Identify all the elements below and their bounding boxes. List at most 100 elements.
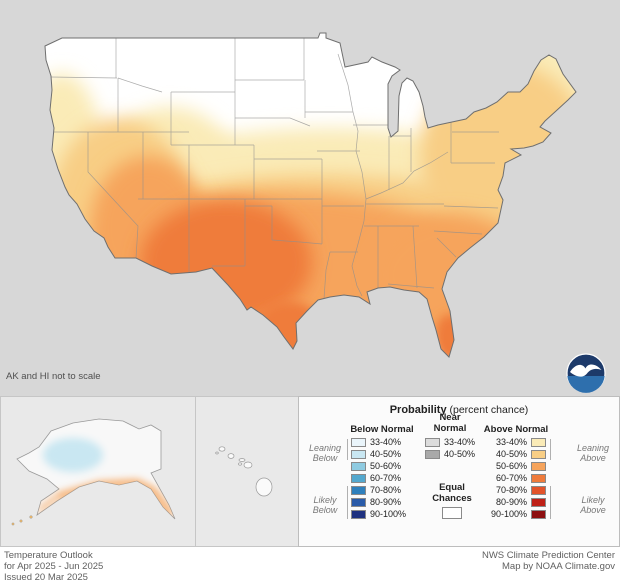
legend-row: 40-50% xyxy=(351,450,406,459)
legend-column-above: 33-40% 40-50% 50-60% 60-70% 70-80% 80-90% 90-1… xyxy=(487,438,546,522)
legend-swatch-label: 33-40% xyxy=(444,437,476,447)
legend-row: 80-90% xyxy=(487,498,546,507)
footer-left: Temperature Outlook for Apr 2025 - Jun 2… xyxy=(4,550,103,583)
legend-swatch-label: 80-90% xyxy=(495,497,527,507)
legend-swatch xyxy=(351,450,366,459)
conus-map xyxy=(0,0,620,396)
legend-row: 60-70% xyxy=(351,474,406,483)
legend-swatch xyxy=(425,450,440,459)
footer-credit: Map by NOAA Climate.gov xyxy=(502,561,615,572)
shading-blob xyxy=(43,438,103,472)
aleutian-islands xyxy=(11,515,33,526)
legend-row: 70-80% xyxy=(487,486,546,495)
legend-header-near-line1: Near xyxy=(439,412,461,423)
legend-title-main: Probability xyxy=(389,404,447,416)
legend-swatch xyxy=(351,474,366,483)
legend-swatch xyxy=(531,486,546,495)
legend-equal-chances: Equal Chances xyxy=(421,482,483,524)
legend-swatch-label: 90-100% xyxy=(490,509,527,519)
legend-swatch-label: 40-50% xyxy=(444,449,476,459)
hawaii-island xyxy=(255,477,273,497)
legend-row: 40-50% xyxy=(425,450,475,459)
legend-row: 33-40% xyxy=(425,438,475,447)
shading-blob xyxy=(37,495,59,513)
legend-row: 90-100% xyxy=(351,510,406,519)
legend-bracket xyxy=(550,439,551,460)
hawaii-inset-map xyxy=(215,446,273,497)
hawaii-island xyxy=(218,446,226,452)
hawaii-island xyxy=(238,458,246,462)
hawaii-island xyxy=(238,462,242,466)
legend-swatch xyxy=(531,474,546,483)
alaska-inset-panel xyxy=(0,396,196,547)
noaa-logo xyxy=(566,353,606,393)
legend-row: 60-70% xyxy=(487,474,546,483)
legend-row: 50-60% xyxy=(351,462,406,471)
legend-bracket xyxy=(347,439,348,460)
legend-header-near: Near Normal xyxy=(419,412,481,434)
legend-swatch xyxy=(351,486,366,495)
legend-swatch-label: 60-70% xyxy=(495,473,527,483)
legend-header-near-line2: Normal xyxy=(433,422,467,434)
equal-chances-swatch xyxy=(442,507,462,519)
legend-row: 90-100% xyxy=(487,510,546,519)
legend-leaning-below-label: Leaning Below xyxy=(308,443,342,463)
equal-chances-label-line1: Equal xyxy=(439,482,465,493)
legend-row: 33-40% xyxy=(487,438,546,447)
legend-title: Probability (percent chance) xyxy=(299,404,619,416)
legend-swatch-label: 50-60% xyxy=(495,461,527,471)
legend-row: 70-80% xyxy=(351,486,406,495)
legend-title-suffix: (percent chance) xyxy=(449,404,529,416)
main-map-panel: AK and HI not to scale xyxy=(0,0,620,396)
legend-swatch xyxy=(531,510,546,519)
legend-swatch xyxy=(531,450,546,459)
legend-likely-above-label: Likely Above xyxy=(580,495,606,515)
noaa-logo-icon xyxy=(566,353,606,393)
legend-swatch-label: 70-80% xyxy=(495,485,527,495)
legend-swatch-label: 70-80% xyxy=(370,485,402,495)
legend-swatch xyxy=(531,498,546,507)
legend-row: 40-50% xyxy=(487,450,546,459)
hawaii-island xyxy=(215,451,219,455)
footer-period: for Apr 2025 - Jun 2025 xyxy=(4,561,104,572)
footer-title: Temperature Outlook xyxy=(4,550,93,561)
hawaii-island xyxy=(227,453,235,459)
footer-issued-date: Issued 20 Mar 2025 xyxy=(4,572,88,583)
legend-row: 50-60% xyxy=(487,462,546,471)
hawaii-island xyxy=(243,461,253,469)
legend-swatch xyxy=(351,462,366,471)
legend-column-below: 33-40% 40-50% 50-60% 60-70% 70-80% 80-90% 90-1… xyxy=(351,438,406,522)
state-borders xyxy=(48,38,499,300)
legend-swatch xyxy=(531,438,546,447)
legend-swatch xyxy=(351,510,366,519)
legend-swatch-label: 40-50% xyxy=(370,449,402,459)
equal-chances-label-line2: Chances xyxy=(432,492,472,504)
legend-swatch xyxy=(351,438,366,447)
legend-swatch-label: 40-50% xyxy=(495,449,527,459)
legend-swatch-label: 90-100% xyxy=(370,509,407,519)
map-note: AK and HI not to scale xyxy=(6,371,101,382)
legend-panel: Probability (percent chance) Below Norma… xyxy=(298,396,620,547)
legend-swatch xyxy=(425,438,440,447)
alaska-inset-map xyxy=(11,418,176,526)
alaska-landmass xyxy=(16,418,176,520)
legend-header-below: Below Normal xyxy=(350,424,414,435)
legend-header-above: Above Normal xyxy=(483,424,549,435)
legend-row: 33-40% xyxy=(351,438,406,447)
legend-swatch-label: 33-40% xyxy=(495,437,527,447)
footer: Temperature Outlook for Apr 2025 - Jun 2… xyxy=(0,547,620,585)
legend-swatch xyxy=(351,498,366,507)
legend-swatch-label: 60-70% xyxy=(370,473,402,483)
legend-swatch xyxy=(531,462,546,471)
legend-swatch-label: 50-60% xyxy=(370,461,402,471)
legend-leaning-above-label: Leaning Above xyxy=(576,443,610,463)
footer-right: NWS Climate Prediction Center Map by NOA… xyxy=(482,550,615,572)
legend-column-near: 33-40% 40-50% xyxy=(425,438,475,462)
legend-bracket xyxy=(347,486,348,519)
footer-source: NWS Climate Prediction Center xyxy=(481,550,615,561)
hawaii-inset-panel xyxy=(195,396,299,547)
legend-row: 80-90% xyxy=(351,498,406,507)
legend-swatch-label: 80-90% xyxy=(370,497,402,507)
legend-bracket xyxy=(550,486,551,519)
